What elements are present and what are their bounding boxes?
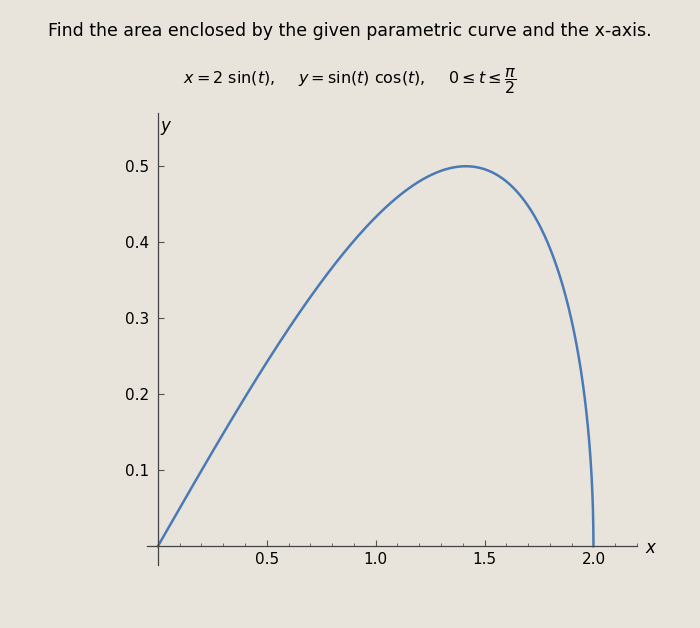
Text: Find the area enclosed by the given parametric curve and the x-axis.: Find the area enclosed by the given para… <box>48 22 652 40</box>
Text: x: x <box>645 539 656 556</box>
Text: y: y <box>160 117 170 135</box>
Text: $x = 2\ \mathrm{sin}(t),$    $y = \mathrm{sin}(t)\ \mathrm{cos}(t),$    $0 \leq : $x = 2\ \mathrm{sin}(t),$ $y = \mathrm{s… <box>183 66 517 96</box>
